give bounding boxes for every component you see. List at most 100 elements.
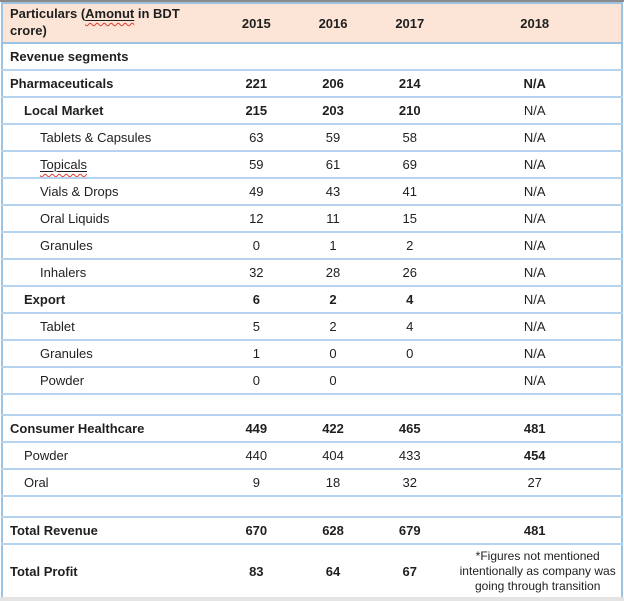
cell-value: 61 [325, 157, 341, 172]
row-label: Tablets & Capsules [40, 130, 152, 145]
page-bottom-edge [0, 597, 624, 601]
cell-value: 422 [322, 421, 344, 436]
table-header-row: Particulars (Amonut in BDT crore) 2015 2… [2, 3, 622, 43]
table-row: Revenue segments [2, 43, 622, 70]
row-label: Revenue segments [10, 49, 129, 64]
table-row: Tablets & Capsules 63 59 58 N/A [2, 124, 622, 151]
row-label: Pharmaceuticals [10, 76, 114, 91]
cell-value [448, 394, 622, 415]
cell-value: 67 [402, 563, 417, 579]
cell-value: 1 [329, 238, 337, 253]
cell-value: 679 [398, 523, 421, 538]
particulars-suffix: in BDT crore) [10, 6, 180, 38]
table-row: Total Revenue 670 628 679 481 [2, 517, 622, 544]
cell-value: 27 [527, 475, 542, 490]
cell-value: 0 [252, 238, 260, 253]
cell-value: 28 [325, 265, 341, 280]
table-row: Topicals 59 61 69 N/A [2, 151, 622, 178]
cell-value: 2 [329, 319, 337, 334]
cell-value: 59 [249, 157, 264, 172]
table-row: Consumer Healthcare 449 422 465 481 [2, 415, 622, 442]
cell-value [448, 43, 622, 70]
row-label: Topicals [40, 157, 87, 172]
row-label: Tablet [40, 319, 75, 334]
cell-value: 210 [398, 103, 421, 118]
cell-value [218, 43, 295, 70]
cell-value: 43 [325, 184, 341, 199]
cell-value: 4 [406, 292, 414, 307]
cell-value: 433 [398, 448, 421, 463]
row-label: Consumer Healthcare [10, 421, 145, 436]
particulars-header: Particulars (Amonut in BDT crore) [2, 3, 218, 43]
cell-value: 2 [329, 292, 337, 307]
cell-value: 0 [329, 373, 337, 388]
row-label: Powder [40, 373, 85, 388]
cell-value: 449 [245, 421, 268, 436]
table-row: Tablet 5 2 4 N/A [2, 313, 622, 340]
table-row: Pharmaceuticals 221 206 214 N/A [2, 70, 622, 97]
row-label: Powder [24, 448, 69, 463]
row-label: Inhalers [40, 265, 87, 280]
table-row: Inhalers 32 28 26 N/A [2, 259, 622, 286]
cell-value: 404 [322, 448, 344, 463]
cell-value: 2 [406, 238, 414, 253]
cell-value [448, 496, 622, 517]
cell-value: N/A [523, 211, 546, 226]
cell-value: N/A [523, 319, 546, 334]
row-label [2, 496, 218, 517]
cell-value: 83 [249, 563, 264, 579]
row-label: Total Profit [10, 563, 78, 579]
cell-value: 32 [402, 475, 417, 490]
cell-value: 26 [402, 265, 417, 280]
cell-value: N/A [523, 184, 546, 199]
cell-value [371, 367, 448, 394]
cell-value [295, 43, 371, 70]
table-row: Oral Liquids 12 11 15 N/A [2, 205, 622, 232]
cell-value: N/A [523, 103, 546, 118]
table-body: Revenue segments Pharmaceuticals 221 206 214… [2, 43, 622, 598]
cell-value: 0 [329, 346, 337, 361]
row-label: Local Market [24, 103, 104, 118]
cell-value: 64 [325, 563, 341, 579]
cell-value: 215 [245, 103, 268, 118]
cell-value: 454 [523, 448, 546, 463]
year-header-2017: 2017 [395, 15, 425, 31]
cell-value: N/A [523, 373, 546, 388]
row-label: Oral [24, 475, 49, 490]
cell-value [218, 496, 295, 517]
table-row: Granules 1 0 0 N/A [2, 340, 622, 367]
table-row: Export 6 2 4 N/A [2, 286, 622, 313]
cell-value: 49 [249, 184, 264, 199]
cell-value [295, 394, 371, 415]
cell-value: 0 [252, 373, 260, 388]
year-header-2018: 2018 [520, 15, 550, 31]
cell-value: 203 [322, 103, 344, 118]
cell-value [371, 394, 448, 415]
cell-value: 670 [245, 523, 268, 538]
cell-value: 206 [322, 76, 344, 91]
spacer-row [2, 394, 622, 415]
cell-value: 440 [245, 448, 268, 463]
cell-value: N/A [523, 157, 546, 172]
cell-value [218, 394, 295, 415]
cell-value: 0 [406, 346, 414, 361]
cell-value: 32 [249, 265, 264, 280]
row-label: Vials & Drops [40, 184, 119, 199]
cell-value: N/A [523, 265, 546, 280]
cell-value: 221 [245, 76, 268, 91]
cell-value: N/A [523, 238, 546, 253]
cell-value: 63 [249, 130, 264, 145]
cell-value [295, 496, 371, 517]
table-row: Vials & Drops 49 43 41 N/A [2, 178, 622, 205]
cell-value: N/A [523, 76, 546, 91]
cell-value: 214 [398, 76, 421, 91]
cell-value: 481 [523, 523, 546, 538]
year-header-2015: 2015 [241, 15, 271, 31]
cell-value: 69 [402, 157, 417, 172]
cell-value [371, 43, 448, 70]
cell-value: 4 [406, 319, 414, 334]
cell-value: 41 [402, 184, 417, 199]
row-label: Granules [40, 346, 93, 361]
